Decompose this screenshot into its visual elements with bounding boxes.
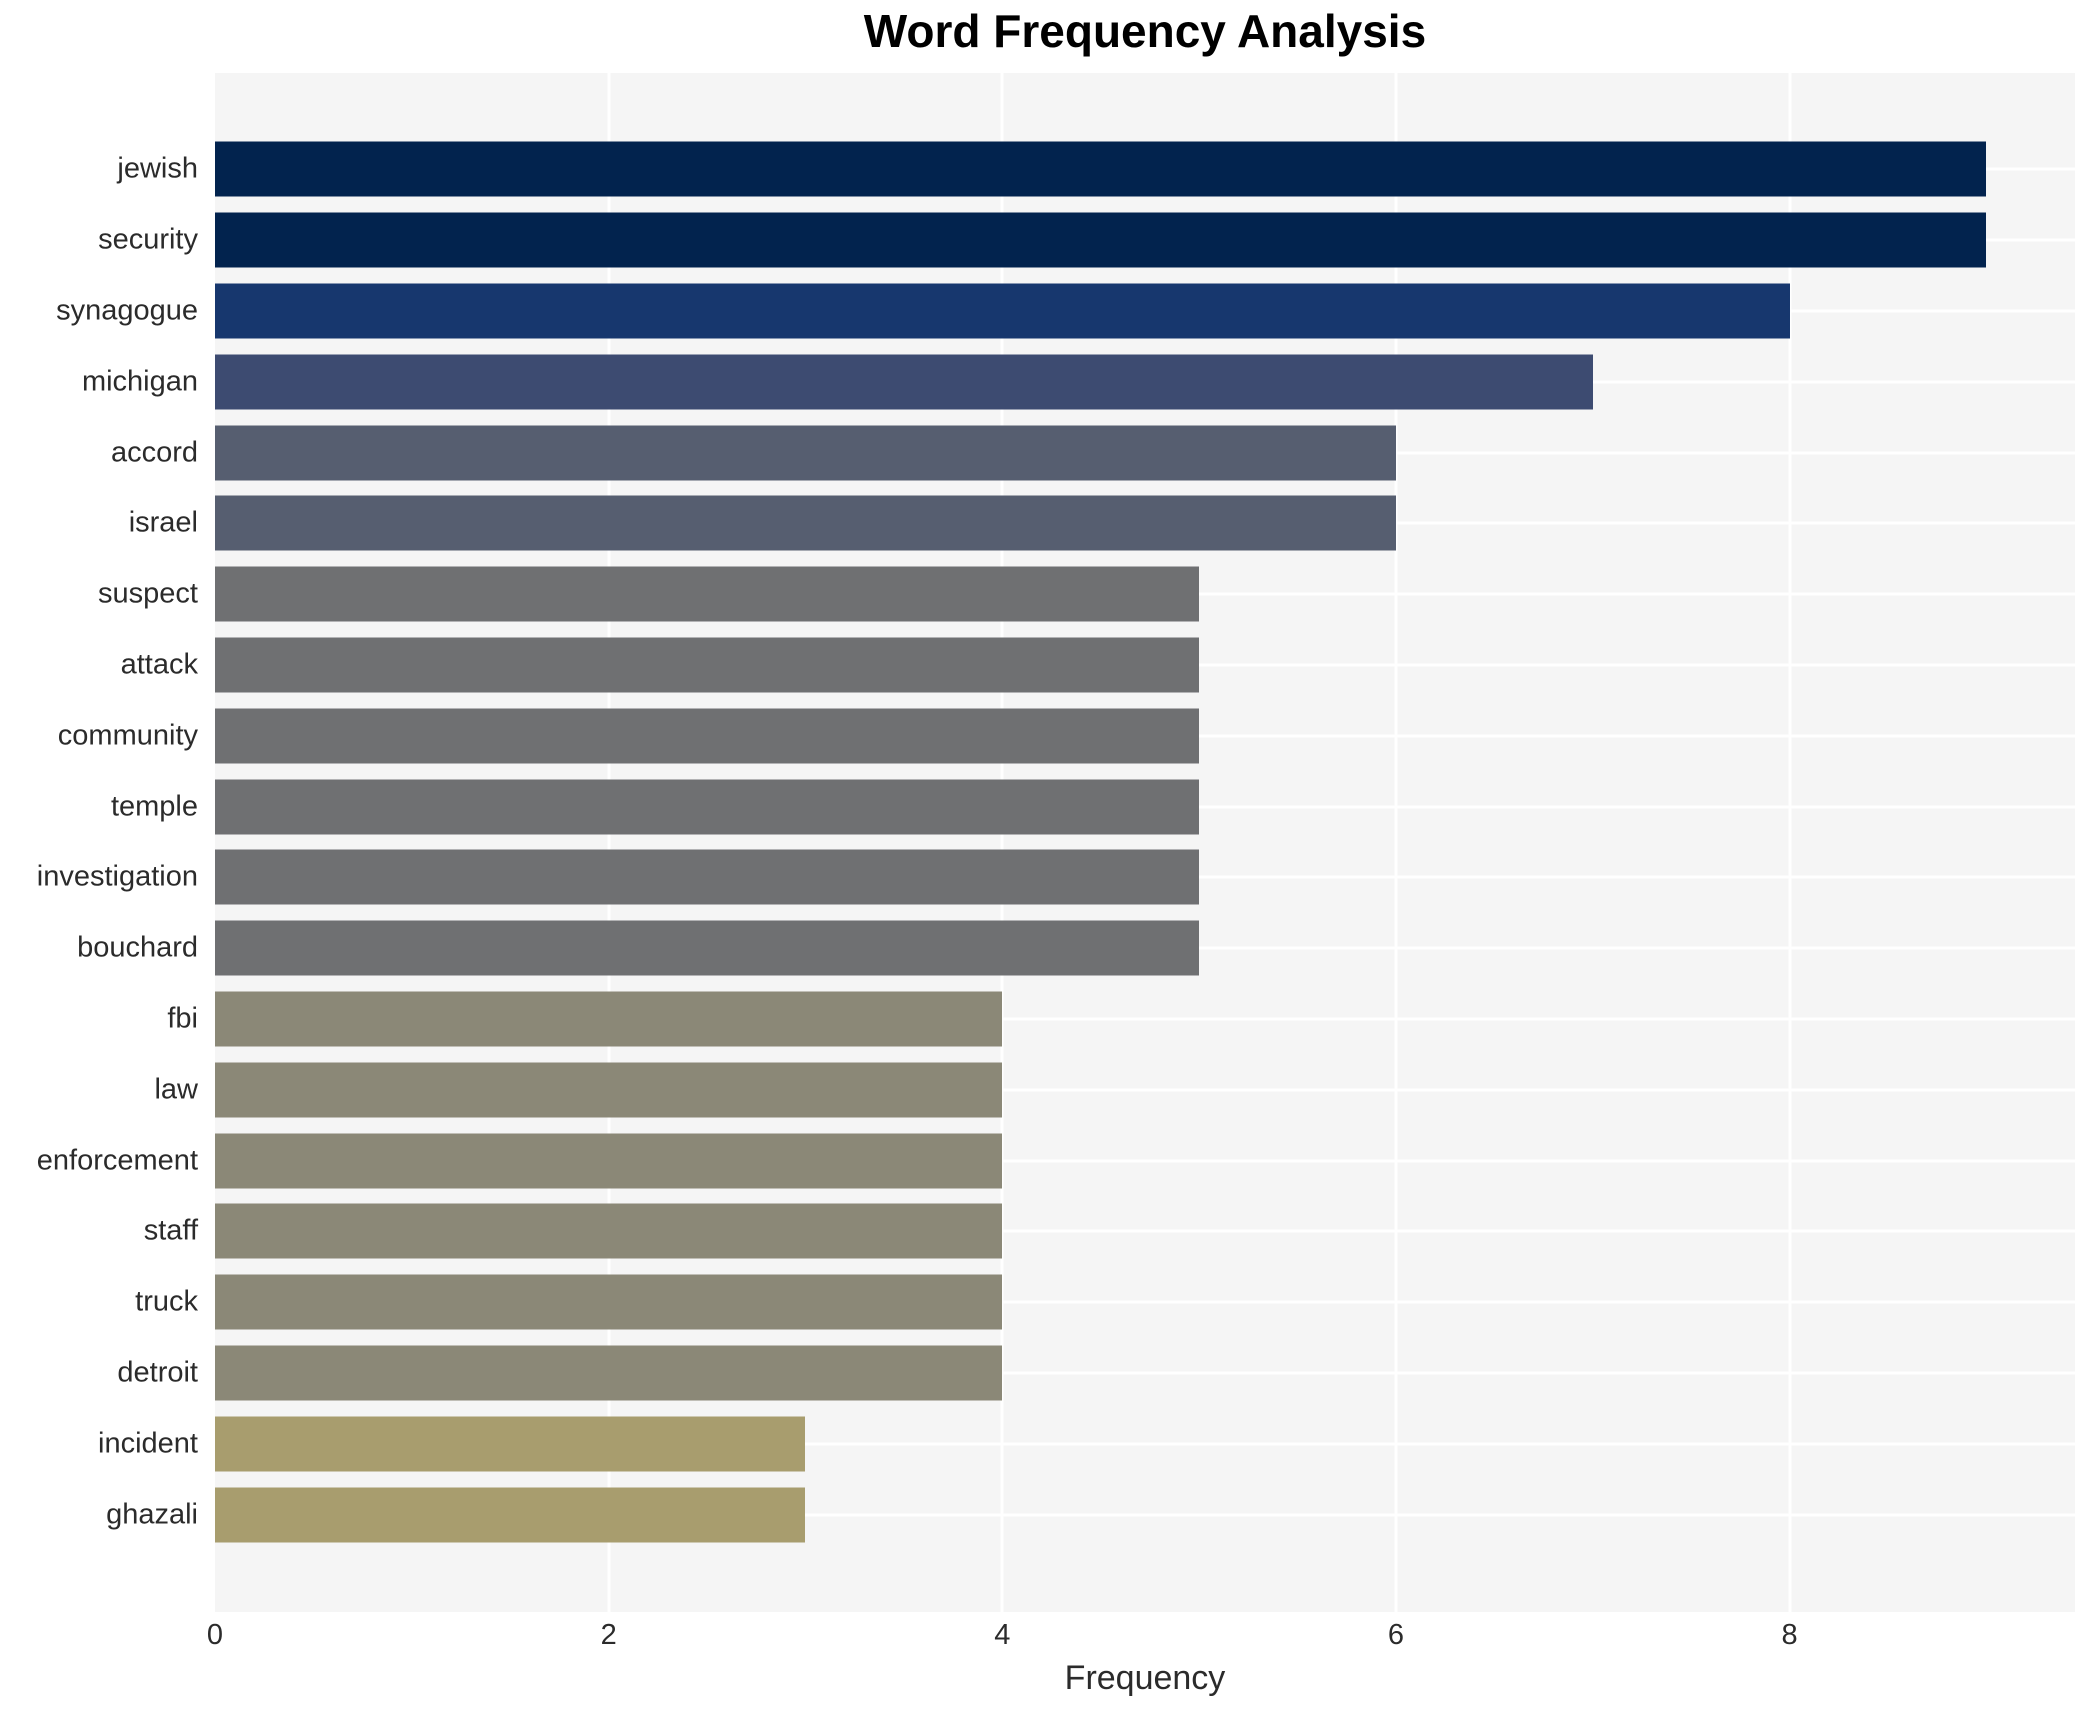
gridline-y-truck xyxy=(215,1300,2075,1304)
gridline-y-ghazali xyxy=(215,1513,2075,1517)
bar-row-community: community xyxy=(58,700,2075,771)
bar-israel xyxy=(215,495,1396,551)
bar-row-synagogue: synagogue xyxy=(56,276,2075,347)
x-tick-label-4: 4 xyxy=(994,1619,1011,1651)
gridline-y-staff xyxy=(215,1229,2075,1233)
bar-investigation xyxy=(215,849,1200,905)
x-tick-label-8: 8 xyxy=(1781,1619,1798,1651)
y-tick-label-accord: accord xyxy=(110,436,198,469)
y-tick-label-truck: truck xyxy=(135,1285,198,1318)
bar-law xyxy=(215,1062,1003,1118)
y-tick-label-security: security xyxy=(98,223,198,256)
bar-fbi xyxy=(215,991,1003,1047)
bar-temple xyxy=(215,779,1200,835)
bar-row-investigation: investigation xyxy=(37,842,2075,913)
x-tick-label-2: 2 xyxy=(600,1619,617,1651)
y-tick-label-ghazali: ghazali xyxy=(106,1498,198,1531)
bar-row-staff: staff xyxy=(144,1196,2075,1267)
x-axis-label: Frequency xyxy=(1064,1659,1226,1697)
gridline-x-6 xyxy=(1394,73,1398,1612)
bar-rows: jewish security synagogue michigan accord isr… xyxy=(37,73,2075,1612)
y-tick-label-bouchard: bouchard xyxy=(77,931,198,964)
y-tick-label-suspect: suspect xyxy=(98,577,198,610)
y-tick-label-staff: staff xyxy=(143,1214,198,1247)
bar-ghazali xyxy=(215,1487,806,1543)
bar-synagogue xyxy=(215,283,1790,339)
gridline-y-enforcement xyxy=(215,1159,2075,1163)
bar-community xyxy=(215,708,1200,764)
y-tick-label-detroit: detroit xyxy=(117,1356,198,1389)
bar-row-michigan: michigan xyxy=(82,346,2075,417)
bar-row-bouchard: bouchard xyxy=(77,913,2075,984)
bar-row-enforcement: enforcement xyxy=(37,1125,2075,1196)
bar-row-fbi: fbi xyxy=(167,984,2075,1055)
gridline-x-4 xyxy=(1000,73,1004,1612)
y-tick-label-incident: incident xyxy=(98,1427,198,1460)
bar-staff xyxy=(215,1203,1003,1259)
bar-row-law: law xyxy=(154,1054,2075,1125)
x-axis-ticks: 0 2 4 6 8 xyxy=(207,1619,2075,1653)
y-tick-label-enforcement: enforcement xyxy=(36,1144,198,1177)
gridline-y-fbi xyxy=(215,1017,2075,1021)
bar-security xyxy=(215,212,1987,268)
y-tick-label-michigan: michigan xyxy=(81,365,198,398)
y-tick-label-investigation: investigation xyxy=(36,860,198,893)
plot-area: jewish security synagogue michigan accord isr… xyxy=(37,73,2075,1612)
y-tick-label-fbi: fbi xyxy=(167,1002,198,1035)
bar-row-detroit: detroit xyxy=(117,1338,2075,1409)
bar-row-temple: temple xyxy=(111,771,2075,842)
gridline-y-detroit xyxy=(215,1371,2075,1375)
bar-truck xyxy=(215,1274,1003,1330)
bar-attack xyxy=(215,637,1200,693)
bar-enforcement xyxy=(215,1133,1003,1189)
y-tick-label-synagogue: synagogue xyxy=(56,294,198,327)
bar-detroit xyxy=(215,1345,1003,1401)
y-tick-label-community: community xyxy=(57,719,198,752)
bar-accord xyxy=(215,425,1396,481)
y-tick-label-law: law xyxy=(154,1073,198,1106)
bar-row-incident: incident xyxy=(98,1408,2075,1479)
bar-row-truck: truck xyxy=(135,1267,2075,1338)
x-tick-label-6: 6 xyxy=(1387,1619,1405,1651)
y-tick-label-attack: attack xyxy=(120,648,198,681)
bar-suspect xyxy=(215,566,1200,622)
bar-row-jewish: jewish xyxy=(117,134,2075,205)
y-tick-label-israel: israel xyxy=(128,506,198,539)
bar-row-suspect: suspect xyxy=(98,559,2075,630)
bar-row-security: security xyxy=(98,205,2075,276)
gridline-x-2 xyxy=(607,73,611,1612)
gridline-x-8 xyxy=(1788,73,1792,1612)
bar-row-israel: israel xyxy=(129,488,2075,559)
chart-title: Word Frequency Analysis xyxy=(863,5,1427,57)
y-tick-label-jewish: jewish xyxy=(117,152,198,185)
bar-jewish xyxy=(215,141,1987,197)
bar-bouchard xyxy=(215,920,1200,976)
vertical-gridlines xyxy=(215,73,2075,1612)
gridline-y-law xyxy=(215,1088,2075,1092)
x-tick-label-0: 0 xyxy=(206,1619,224,1651)
gridline-y-incident xyxy=(215,1442,2075,1446)
bar-incident xyxy=(215,1416,806,1472)
bar-michigan xyxy=(215,354,1593,410)
bar-row-accord: accord xyxy=(111,417,2075,488)
bar-row-attack: attack xyxy=(121,630,2075,701)
bar-row-ghazali: ghazali xyxy=(106,1479,2075,1550)
y-tick-label-temple: temple xyxy=(110,790,198,823)
